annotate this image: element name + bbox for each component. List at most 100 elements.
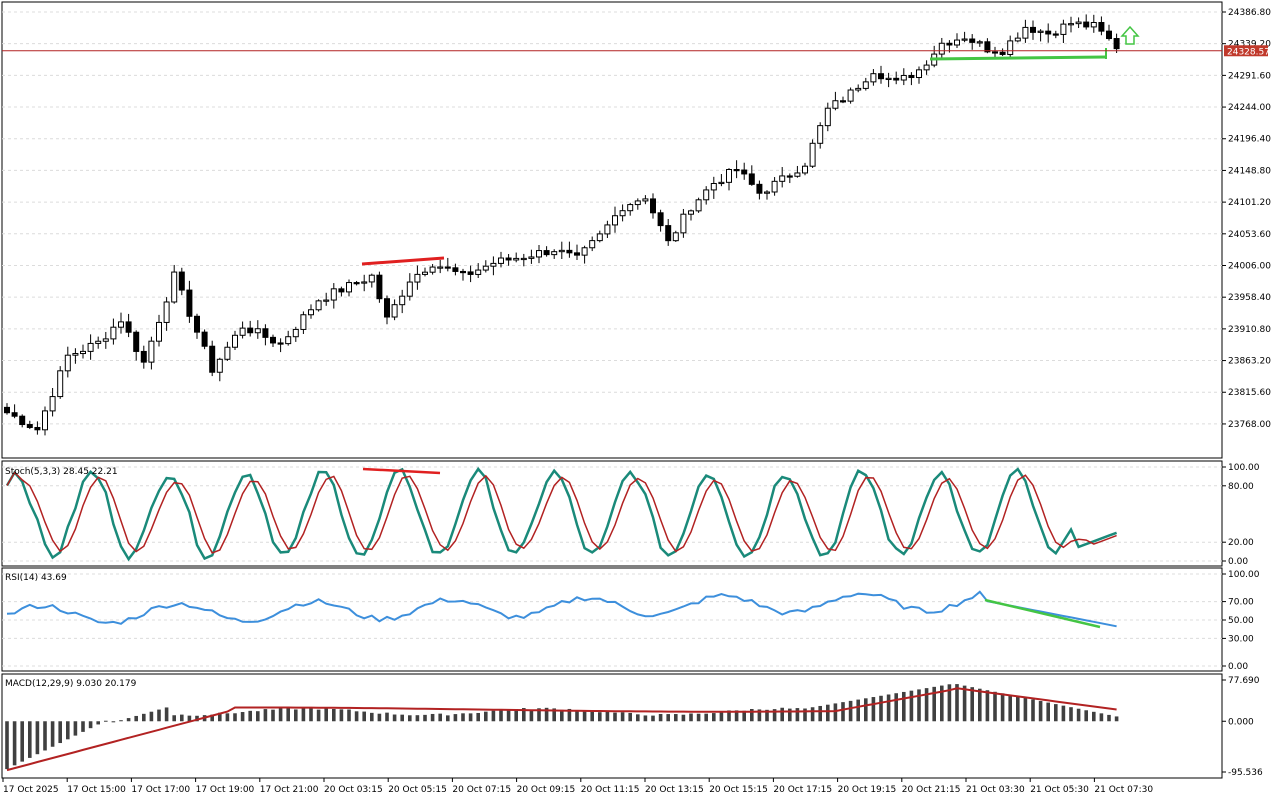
macd-bar [476, 712, 480, 722]
candle [1083, 14, 1090, 30]
candle [330, 283, 337, 309]
candle [665, 218, 672, 246]
macd-bar [506, 710, 511, 722]
macd-bar [1084, 710, 1088, 722]
trendline-red [361, 256, 445, 266]
candle [847, 87, 854, 104]
candle [596, 230, 603, 243]
candle [156, 314, 162, 347]
macd-bar [400, 714, 404, 722]
candle [505, 254, 512, 266]
macd-bar [423, 714, 427, 722]
macd-bar [233, 713, 237, 722]
macd-bar [104, 720, 108, 722]
macd-bar [461, 713, 465, 722]
candle [771, 177, 778, 196]
macd-bar [1023, 697, 1028, 722]
candle [581, 245, 588, 264]
macd-bar [1000, 693, 1005, 722]
candle [323, 292, 330, 306]
candle [1075, 17, 1082, 29]
macd-bar [643, 715, 648, 722]
macd-bar [370, 712, 374, 722]
price-grid [2, 11, 1222, 425]
candle [589, 236, 596, 252]
macd-axis-label: -95.536 [1228, 768, 1263, 778]
price-axis-label: 24006.00 [1228, 261, 1271, 271]
price-panel-frame [1, 1, 1223, 459]
candle [437, 259, 444, 274]
macd-bar [848, 700, 853, 722]
macd-bar [985, 690, 990, 722]
candle [741, 162, 748, 180]
candle [224, 341, 231, 361]
time-axis-label: 20 Oct 11:15 [581, 785, 640, 795]
macd-bar [689, 713, 693, 722]
price-axis-label: 23768.00 [1228, 420, 1271, 430]
stoch-grid [2, 466, 1222, 562]
candle [26, 420, 33, 430]
candle [885, 72, 892, 88]
macd-bar [347, 709, 351, 722]
macd-bar [35, 721, 40, 755]
stoch-axis-label: 100.00 [1228, 463, 1260, 473]
macd-bar [111, 721, 116, 723]
macd-bar [240, 712, 245, 722]
candle [34, 421, 41, 435]
candle [1037, 29, 1044, 42]
candle [11, 404, 18, 419]
rsi-label: RSI(14) 43.69 [5, 573, 67, 583]
candle [748, 165, 755, 186]
stoch-panel: Stoch(5,3,3) 28.45 22.21 100.00 80.00 20.0… [1, 460, 1260, 567]
candle [733, 160, 740, 179]
candle [247, 320, 254, 337]
candle [862, 77, 869, 91]
macd-bar [415, 715, 420, 722]
stoch-signal-line [6, 471, 1117, 554]
candle [642, 195, 649, 205]
candle [680, 208, 687, 238]
macd-bar [134, 715, 138, 722]
candle [657, 209, 664, 232]
stoch-axis-label: 0.00 [1228, 557, 1248, 567]
macd-bar [750, 708, 754, 722]
candle [688, 209, 694, 221]
macd-bar [598, 712, 602, 722]
time-axis-label: 20 Oct 03:15 [324, 785, 383, 795]
macd-label: MACD(12,29,9) 9.030 20.179 [5, 679, 137, 689]
candle [627, 202, 634, 216]
candle [452, 263, 459, 276]
macd-bar [924, 688, 929, 722]
candle [498, 251, 504, 268]
macd-bar [765, 709, 769, 722]
macd-bar [864, 698, 868, 722]
macd-bar [734, 710, 739, 722]
macd-bar [225, 713, 230, 722]
macd-bar [628, 712, 632, 722]
macd-bar [446, 715, 450, 722]
macd-bar [544, 707, 549, 722]
macd-histogram [5, 684, 1119, 770]
macd-bar [757, 709, 762, 722]
macd-bar [856, 699, 860, 722]
price-axis-label: 24196.40 [1228, 135, 1271, 145]
time-axis-label: 17 Oct 15:00 [67, 785, 126, 795]
macd-bar [681, 714, 686, 722]
price-axis-label: 23958.40 [1228, 293, 1271, 303]
candle [900, 68, 907, 86]
candle [612, 206, 618, 233]
rsi-axis-label: 30.00 [1228, 634, 1254, 644]
macd-bar [1114, 716, 1119, 722]
macd-signal-line [6, 687, 1117, 772]
macd-bar [43, 721, 47, 751]
macd-bar [620, 712, 625, 722]
candle [908, 72, 915, 86]
macd-bar [1069, 707, 1073, 722]
time-axis-label: 17 Oct 21:00 [260, 785, 319, 795]
candle [148, 336, 155, 370]
macd-bar [962, 685, 967, 722]
macd-bar [491, 710, 496, 722]
candle [399, 289, 406, 314]
macd-bar [636, 714, 640, 722]
candle [878, 65, 884, 84]
